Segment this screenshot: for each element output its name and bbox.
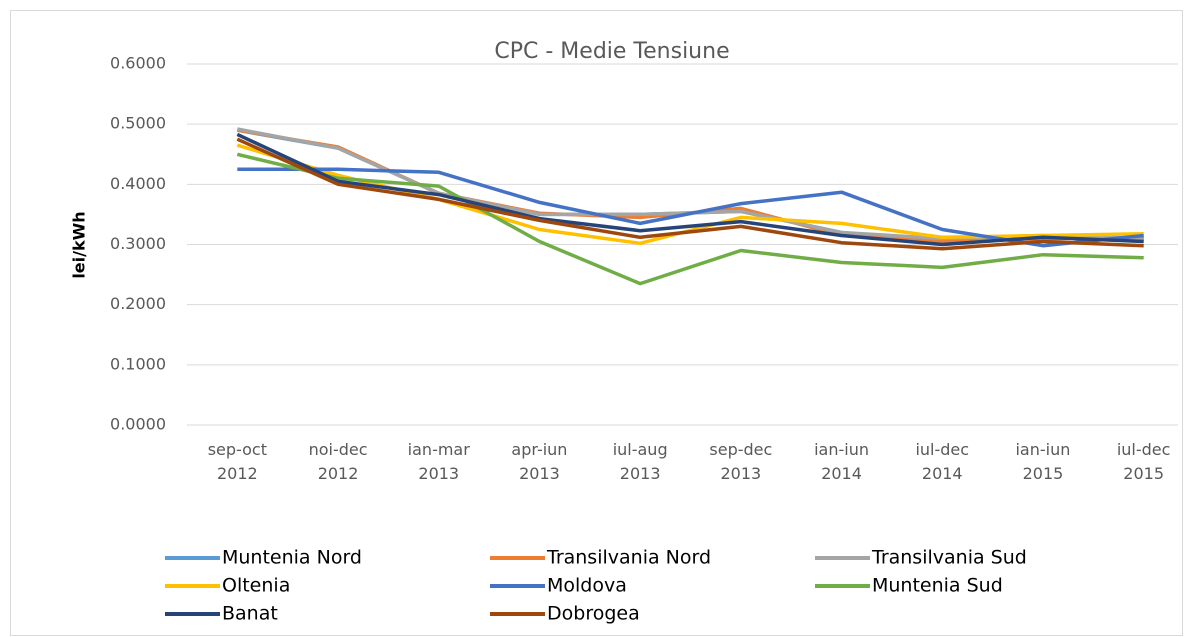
chart-border: [10, 10, 1183, 636]
y-tick-label: 0.3000: [110, 234, 166, 253]
series-line: [236, 143, 1144, 246]
legend-label: Moldova: [547, 575, 627, 597]
legend-label: Oltenia: [222, 575, 290, 597]
x-tick-label: iul-dec 2014: [915, 440, 970, 483]
y-tick-label: 0.0000: [110, 415, 166, 434]
x-tick-label: sep-oct 2012: [207, 440, 267, 483]
series-line: [236, 132, 1144, 247]
x-tick-label: iul-dec 2015: [1116, 440, 1171, 483]
legend-label: Transilvania Sud: [871, 547, 1027, 569]
legend-label: Banat: [222, 603, 278, 625]
y-tick-label: 0.5000: [110, 114, 166, 133]
x-tick-label: ian-mar 2013: [407, 440, 470, 483]
series-line: [236, 137, 1144, 251]
legend-label: Transilvania Nord: [546, 547, 711, 569]
legend-label: Muntenia Nord: [222, 547, 362, 569]
x-tick-label: ian-iun 2014: [814, 440, 869, 483]
legend-label: Muntenia Sud: [872, 575, 1003, 597]
legend-label: Dobrogea: [547, 603, 640, 625]
y-tick-label: 0.1000: [110, 354, 166, 373]
x-tick-label: sep-dec 2013: [709, 440, 773, 483]
y-tick-label: 0.6000: [110, 54, 166, 73]
x-tick-label: apr-iun 2013: [511, 440, 568, 483]
y-axis-label: lei/kWh: [70, 211, 89, 278]
x-tick-label: ian-iun 2015: [1015, 440, 1071, 483]
x-tick-label: iul-aug 2013: [612, 440, 668, 483]
chart-title: CPC - Medie Tensiune: [494, 39, 729, 64]
y-tick-label: 0.4000: [110, 174, 166, 193]
series-line: [237, 167, 1144, 248]
series-line: [236, 152, 1144, 286]
y-tick-label: 0.2000: [110, 294, 166, 313]
x-tick-label: noi-dec 2012: [308, 440, 368, 483]
